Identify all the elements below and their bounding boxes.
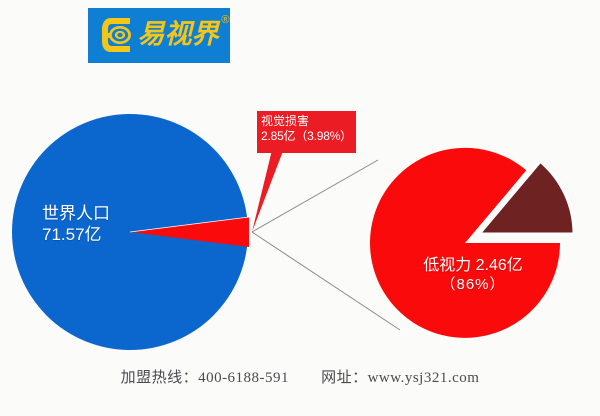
footer-hotline: 加盟热线：400-6188-591: [120, 370, 290, 386]
blind-slice: [475, 159, 576, 236]
callout-box: 视觉损害 2.85亿（3.98%）: [257, 111, 356, 153]
e-eye-logo-icon: [101, 17, 131, 52]
low-vision-slice: [370, 147, 560, 338]
world-population-label-value: 71.57亿: [42, 225, 102, 245]
callout-value: 2.85亿（3.98%）: [261, 128, 352, 143]
low-vision-label-line2: （86%）: [440, 276, 506, 293]
low-vision-label-line1: 低视力 2.46亿: [423, 257, 523, 274]
brand-name-text: 易视界: [137, 19, 219, 50]
callout-pointer: [252, 150, 283, 232]
callout-connector-lines: [251, 159, 401, 331]
wedge-divider: [129, 216, 250, 233]
callout-title: 视觉损害: [261, 114, 310, 128]
footer-contact-bar: 加盟热线：400-6188-591 网址：www.ysj321.com: [0, 366, 600, 387]
blind-slice-group: [475, 159, 576, 236]
world-population-label: 世界人口 71.57亿: [42, 203, 162, 246]
world-population-label-title: 世界人口: [42, 204, 110, 223]
visual-impairment-slice: [130, 217, 249, 247]
footer-website: 网址：www.ysj321.com: [321, 370, 480, 386]
brand-logo: 易视界 ®: [88, 8, 230, 63]
registered-trademark-icon: ®: [221, 13, 230, 26]
low-vision-label: 低视力 2.46亿 （86%）: [398, 256, 548, 295]
